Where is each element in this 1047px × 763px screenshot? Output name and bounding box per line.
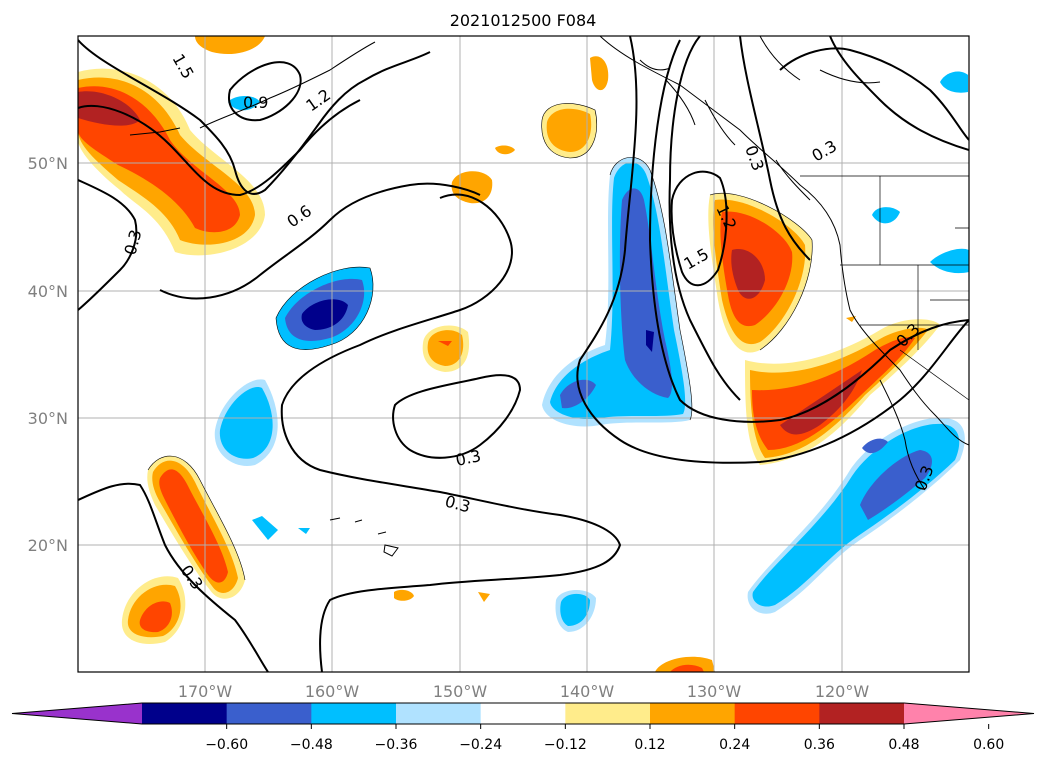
lon-tick-label: 120°W bbox=[815, 682, 870, 701]
lon-tick-label: 130°W bbox=[687, 682, 742, 701]
colorbar-segment bbox=[396, 703, 482, 724]
colorbar-tick-label: −0.48 bbox=[290, 737, 333, 753]
colorbar-segment bbox=[650, 703, 736, 724]
map-frame bbox=[77, 35, 970, 673]
colorbar-tick-label: −0.24 bbox=[459, 737, 502, 753]
colorbar-segment bbox=[311, 703, 397, 724]
graticule bbox=[78, 36, 969, 672]
map-title: 2021012500 F084 bbox=[450, 11, 597, 30]
colorbar-segment bbox=[819, 703, 905, 724]
political-boundaries bbox=[800, 175, 969, 401]
colorbar-extend-low bbox=[12, 703, 142, 724]
longitude-labels: 170°W 160°W 150°W 140°W 130°W 120°W bbox=[178, 682, 870, 701]
lon-tick-label: 170°W bbox=[178, 682, 233, 701]
colorbar-outline bbox=[11, 702, 1035, 725]
lat-tick-label: 20°N bbox=[28, 536, 68, 555]
map-panel: 1.5 0.9 1.2 0.6 0.3 0.3 0.3 0.3 1.2 1.5 … bbox=[78, 36, 969, 672]
lat-tick-label: 50°N bbox=[28, 154, 68, 173]
colorbar-tick-label: 0.12 bbox=[634, 737, 665, 753]
colorbar-segment bbox=[565, 703, 651, 724]
colorbar-segment bbox=[480, 703, 566, 724]
lat-tick-label: 40°N bbox=[28, 282, 68, 301]
lat-tick-label: 30°N bbox=[28, 409, 68, 428]
colorbar-tick-label: −0.60 bbox=[205, 737, 248, 753]
colorbar-tick-label: −0.36 bbox=[375, 737, 418, 753]
lon-tick-label: 140°W bbox=[560, 682, 615, 701]
contour-label: 0.9 bbox=[243, 93, 268, 112]
colorbar-segment bbox=[734, 703, 820, 724]
colorbar-tick-label: 0.24 bbox=[719, 737, 750, 753]
contour-label: 0.3 bbox=[454, 446, 483, 470]
colorbar-tick-label: 0.60 bbox=[973, 737, 1004, 753]
colorbar-tick-label: 0.48 bbox=[888, 737, 919, 753]
colorbar-segment bbox=[226, 703, 312, 724]
anomaly-outlines bbox=[147, 103, 813, 581]
lon-tick-label: 150°W bbox=[433, 682, 488, 701]
coastlines bbox=[129, 36, 969, 557]
colorbar: −0.60 −0.48 −0.36 −0.24 −0.12 0.12 0.24 0.36 0.4… bbox=[11, 702, 1035, 753]
colorbar-tick-label: 0.36 bbox=[804, 737, 835, 753]
contour-lines bbox=[78, 36, 969, 672]
colorbar-tick-label: −0.12 bbox=[544, 737, 587, 753]
colorbar-segment bbox=[142, 703, 228, 724]
latitude-labels: 50°N 40°N 30°N 20°N bbox=[28, 154, 68, 555]
colorbar-extend-high bbox=[904, 703, 1034, 724]
lon-tick-label: 160°W bbox=[305, 682, 360, 701]
